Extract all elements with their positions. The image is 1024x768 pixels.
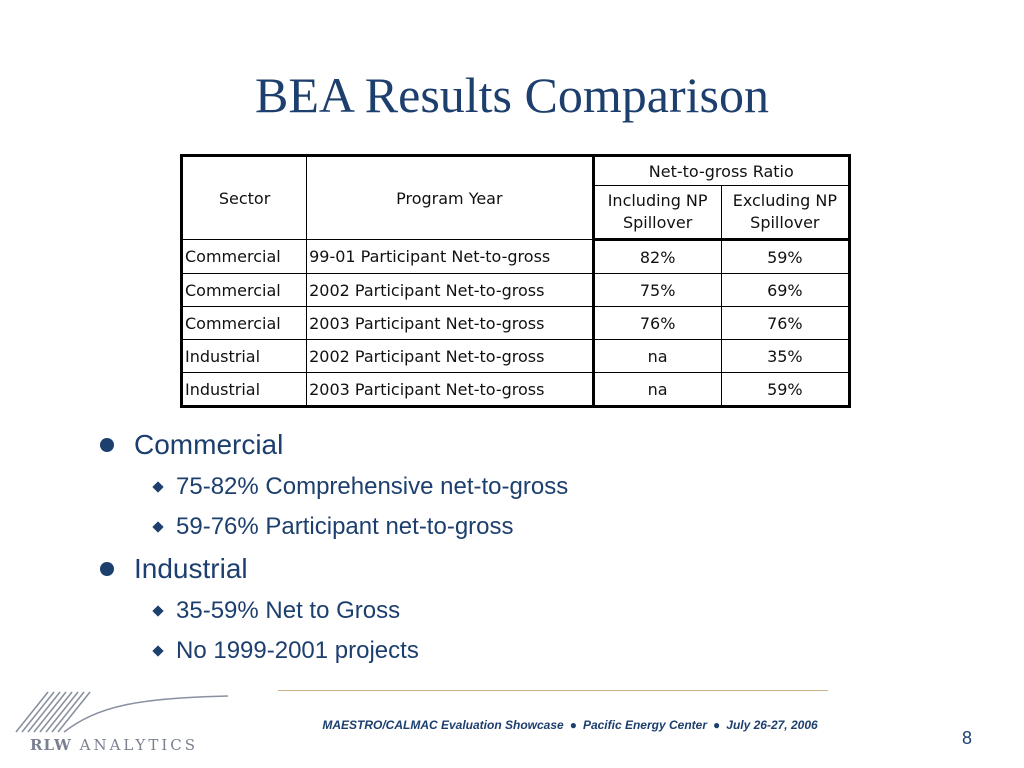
header-including-np-spillover: Including NP Spillover	[591, 185, 722, 241]
cell-sector: Industrial	[180, 339, 308, 373]
cell-sector: Commercial	[180, 273, 308, 307]
table-row: Commercial 99-01 Participant Net-to-gros…	[180, 239, 851, 274]
table-row: Commercial 2003 Participant Net-to-gross…	[180, 306, 851, 340]
rlw-analytics-logo-icon	[8, 686, 238, 762]
cell-program-year: 99-01 Participant Net-to-gross	[306, 239, 594, 274]
table-subheader-row: Including NP Spillover Excluding NP Spil…	[182, 185, 851, 241]
sub-bullet-text: 59-76% Participant net-to-gross	[176, 513, 514, 540]
round-bullet-icon	[100, 438, 114, 452]
sub-bullet-text: No 1999-2001 projects	[176, 637, 419, 664]
diamond-bullet-icon	[152, 481, 164, 493]
header-excluding-np-spillover: Excluding NP Spillover	[720, 185, 851, 241]
bullet-level1: Industrial	[100, 552, 800, 586]
cell-sector: Commercial	[180, 239, 308, 274]
diamond-bullet-icon	[152, 645, 164, 657]
footer-event: MAESTRO/CALMAC Evaluation Showcase	[322, 718, 564, 732]
cell-including: 75%	[591, 273, 722, 307]
bullet-list: Commercial 75-82% Comprehensive net-to-g…	[100, 428, 800, 676]
cell-program-year: 2002 Participant Net-to-gross	[306, 273, 594, 307]
bullet-level1: Commercial	[100, 428, 800, 462]
logo-wordmark: RLW ANALYTICS	[30, 736, 198, 754]
cell-including: 76%	[591, 306, 722, 340]
header-net-to-gross-ratio: Net-to-gross Ratio	[591, 155, 851, 186]
cell-including: na	[591, 372, 722, 407]
footer-text: MAESTRO/CALMAC Evaluation Showcase ● Pacif…	[270, 718, 870, 732]
footer-separator: ●	[713, 718, 721, 732]
diamond-bullet-icon	[152, 521, 164, 533]
bullet-group-commercial: Commercial 75-82% Comprehensive net-to-g…	[100, 428, 800, 542]
cell-excluding: 69%	[720, 273, 851, 307]
table-row: Industrial 2002 Participant Net-to-gross…	[180, 339, 851, 373]
sub-bullet-list: 35-59% Net to Gross No 1999-2001 project…	[100, 596, 800, 666]
cell-sector: Commercial	[180, 306, 308, 340]
round-bullet-icon	[100, 562, 114, 576]
footer-date: July 26-27, 2006	[726, 718, 818, 732]
cell-including: na	[591, 339, 722, 373]
slide-title: BEA Results Comparison	[255, 67, 769, 123]
logo-brand-bold: RLW	[30, 736, 72, 754]
results-table: Sector Program Year Net-to-gross Ratio I…	[180, 154, 851, 408]
bullet-group-industrial: Industrial 35-59% Net to Gross No 1999-2…	[100, 552, 800, 666]
cell-excluding: 59%	[720, 239, 851, 274]
cell-program-year: 2003 Participant Net-to-gross	[306, 372, 594, 407]
page-number: 8	[962, 728, 973, 748]
cell-excluding: 59%	[720, 372, 851, 407]
cell-program-year: 2003 Participant Net-to-gross	[306, 306, 594, 340]
cell-including: 82%	[591, 239, 722, 274]
table-row: Commercial 2002 Participant Net-to-gross…	[180, 273, 851, 307]
bullet-label: Industrial	[134, 553, 248, 584]
footer-separator: ●	[569, 718, 577, 732]
table-header-row: Sector Program Year Net-to-gross Ratio	[180, 155, 851, 240]
footer-venue: Pacific Energy Center	[582, 718, 708, 732]
sub-bullet: 75-82% Comprehensive net-to-gross	[152, 472, 800, 502]
sub-bullet-text: 35-59% Net to Gross	[176, 597, 401, 624]
header-sector: Sector	[180, 155, 308, 240]
sub-bullet-list: 75-82% Comprehensive net-to-gross 59-76%…	[100, 472, 800, 542]
sub-bullet-text: 75-82% Comprehensive net-to-gross	[176, 473, 569, 500]
cell-program-year: 2002 Participant Net-to-gross	[306, 339, 594, 373]
bullet-label: Commercial	[134, 429, 284, 460]
sub-bullet: No 1999-2001 projects	[152, 636, 800, 666]
diamond-bullet-icon	[152, 605, 164, 617]
cell-excluding: 76%	[720, 306, 851, 340]
cell-sector: Industrial	[180, 372, 308, 407]
sub-bullet: 59-76% Participant net-to-gross	[152, 512, 800, 542]
sub-bullet: 35-59% Net to Gross	[152, 596, 800, 626]
table-row: Industrial 2003 Participant Net-to-gross…	[180, 372, 851, 407]
footer-divider	[278, 690, 828, 691]
logo-brand-rest: ANALYTICS	[79, 736, 199, 754]
header-program-year: Program Year	[306, 155, 594, 240]
cell-excluding: 35%	[720, 339, 851, 373]
